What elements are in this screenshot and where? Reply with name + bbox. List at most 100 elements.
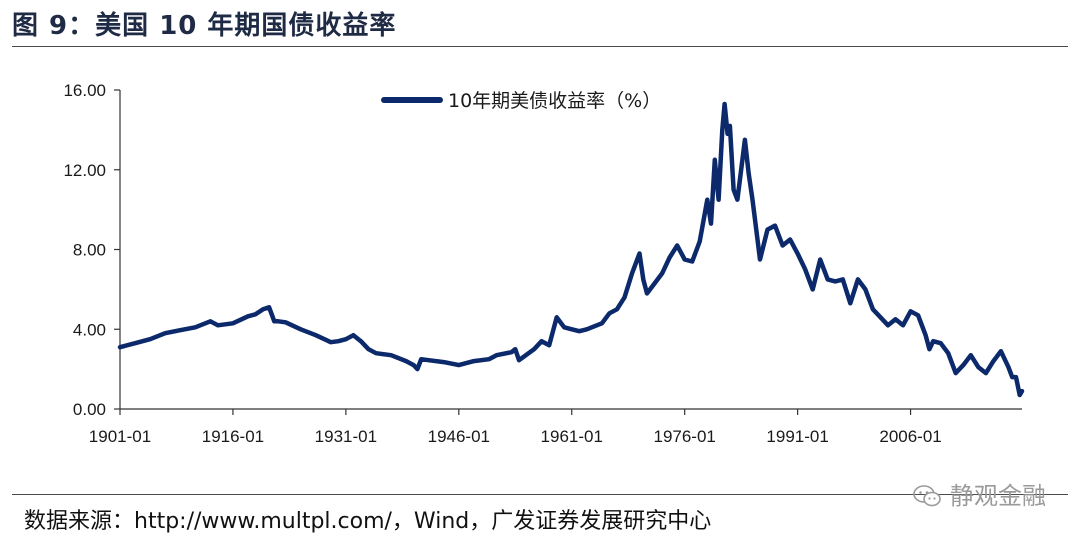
data-point (329, 340, 333, 344)
data-point (698, 239, 702, 244)
data-point (118, 345, 122, 349)
chart-title: 图 9：美国 10 年期国债收益率 (12, 11, 397, 41)
data-point (848, 301, 852, 305)
data-point (946, 351, 950, 355)
x-tick-label: 1901-01 (89, 427, 151, 446)
data-point (419, 357, 423, 361)
data-point (735, 198, 740, 202)
data-point (630, 271, 634, 275)
data-point (336, 339, 340, 343)
data-point (939, 341, 943, 345)
data-point (193, 325, 197, 329)
data-point (871, 307, 875, 311)
data-point (924, 333, 928, 337)
data-point (178, 328, 182, 332)
data-point (796, 251, 800, 256)
data-point (351, 333, 355, 337)
data-point (728, 124, 732, 128)
data-point (374, 351, 378, 355)
series-group (117, 101, 1025, 398)
data-point (999, 349, 1003, 353)
data-point (878, 315, 883, 319)
data-point (747, 172, 751, 176)
data-point (261, 307, 265, 311)
data-point (216, 323, 220, 327)
data-point (208, 319, 212, 323)
data-point (927, 347, 932, 351)
data-point (637, 251, 642, 256)
x-axis-ticks: 1901-01 1916-01 1931-01 1946-01 1961-01 1976-… (89, 409, 942, 446)
data-point (555, 315, 559, 319)
data-point (781, 243, 785, 248)
data-point (886, 323, 890, 327)
data-point (540, 339, 544, 343)
data-point (961, 363, 965, 367)
data-point (811, 287, 815, 291)
data-point (276, 319, 280, 323)
data-point (1020, 389, 1024, 393)
data-point (713, 158, 717, 162)
data-point (931, 339, 935, 343)
data-point (690, 259, 694, 264)
data-point (615, 307, 619, 311)
data-point (818, 257, 822, 262)
watermark-text: 静观金融 (950, 482, 1046, 510)
line-chart: 0.00 4.00 8.00 12.00 16.00 1901-01 1916-01 193… (63, 81, 1025, 446)
data-point (415, 367, 419, 371)
data-point (366, 347, 371, 351)
data-point (720, 128, 724, 132)
watermark: 静观金融 (912, 476, 1046, 516)
data-point (487, 357, 491, 361)
data-point (509, 350, 514, 354)
data-point (389, 353, 393, 357)
data-point (1010, 375, 1014, 379)
data-point (272, 319, 276, 323)
data-point (427, 358, 431, 362)
wechat-icon (913, 485, 941, 507)
bottom-divider (12, 494, 1068, 495)
data-point (246, 314, 250, 318)
chart-legend: 10年期美债收益率（%） (381, 90, 661, 112)
data-point (472, 359, 476, 363)
data-point (954, 371, 958, 375)
y-tick-label: 12.00 (63, 161, 106, 180)
data-point (773, 224, 777, 228)
data-point (732, 188, 736, 192)
data-point (750, 198, 755, 202)
data-point (517, 358, 521, 362)
data-point (668, 255, 672, 260)
data-point (412, 363, 416, 367)
y-tick-label: 4.00 (73, 320, 106, 339)
y-tick-label: 0.00 (73, 400, 106, 419)
data-point (976, 365, 980, 369)
data-point (359, 339, 363, 343)
data-point (743, 138, 747, 142)
x-tick-label: 1961-01 (541, 427, 603, 446)
data-point (284, 320, 288, 324)
legend-label: 10年期美债收益率（%） (448, 90, 661, 112)
data-point (570, 327, 574, 331)
y-tick-label: 8.00 (73, 241, 106, 260)
data-point (705, 198, 709, 202)
data-point (600, 321, 604, 325)
data-point (709, 222, 713, 226)
source-note: 数据来源：http://www.multpl.com/，Wind，广发证券发展研… (24, 509, 712, 534)
data-point (231, 321, 235, 325)
data-point (863, 287, 868, 291)
x-tick-label: 1946-01 (428, 427, 490, 446)
data-point (675, 243, 679, 248)
data-point (916, 313, 920, 317)
x-tick-label: 1991-01 (766, 427, 828, 446)
data-point (726, 132, 730, 136)
data-point (969, 353, 973, 357)
data-point (788, 237, 792, 242)
data-point (163, 331, 167, 335)
data-point (547, 343, 551, 347)
data-point (148, 337, 152, 341)
data-point (803, 267, 807, 271)
top-divider (12, 46, 1068, 47)
data-point (532, 347, 536, 351)
data-point (457, 363, 461, 367)
data-point (577, 329, 581, 333)
data-point (641, 277, 645, 281)
